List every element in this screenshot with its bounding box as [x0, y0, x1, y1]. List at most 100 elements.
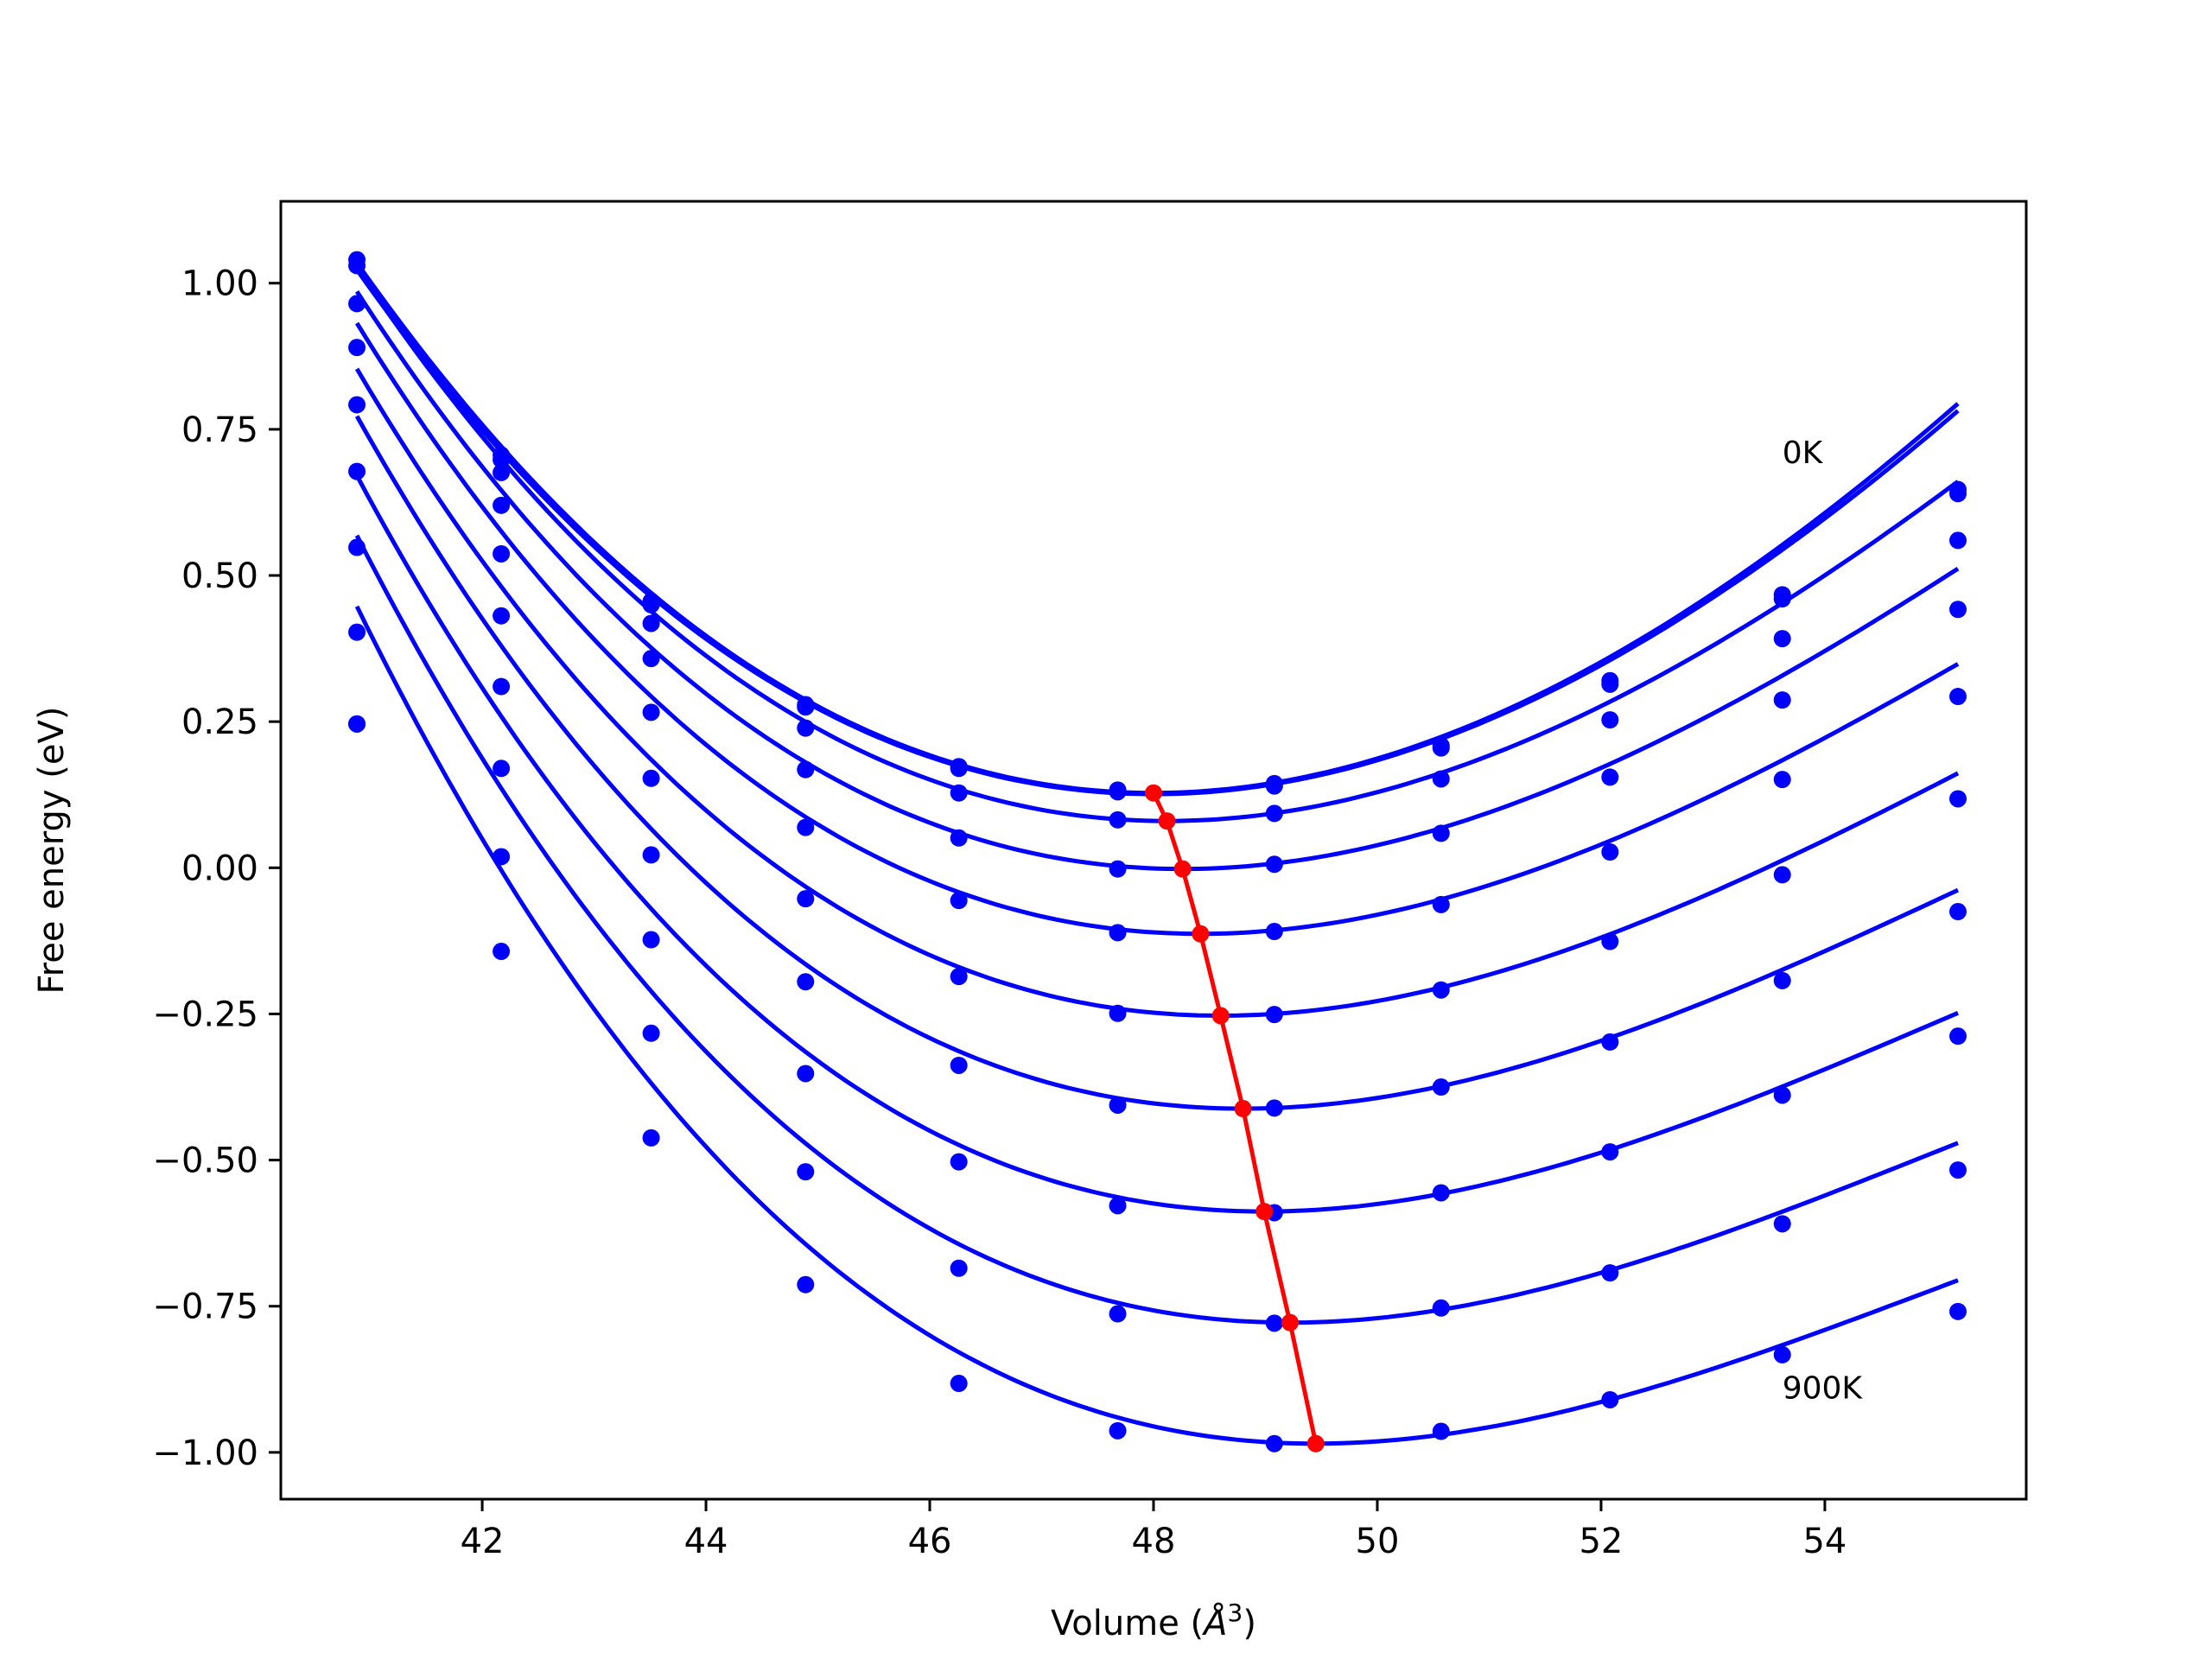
data-point	[797, 890, 815, 908]
fit-curves	[354, 261, 1960, 1446]
data-point	[1432, 1184, 1450, 1202]
data-point	[1432, 1422, 1450, 1440]
minimum-point	[1211, 1007, 1230, 1025]
data-point	[1949, 903, 1967, 921]
data-point	[950, 829, 968, 847]
data-points	[348, 251, 1967, 1452]
data-point	[1601, 1143, 1619, 1161]
equilibrium-volume-line	[1151, 791, 1319, 1445]
data-point	[797, 719, 815, 737]
data-point	[950, 760, 968, 778]
minimum-point	[1306, 1434, 1325, 1452]
x-tick-label: 42	[461, 1522, 505, 1561]
data-point	[1432, 739, 1450, 757]
x-tick-label: 52	[1579, 1522, 1623, 1561]
data-point	[1773, 630, 1791, 648]
data-point	[1949, 531, 1967, 550]
data-point	[797, 1065, 815, 1083]
data-point	[1265, 1314, 1283, 1332]
data-point	[1773, 971, 1791, 989]
data-point	[348, 538, 366, 556]
data-point	[348, 623, 366, 641]
x-tick-label: 50	[1356, 1522, 1400, 1561]
data-point	[1601, 768, 1619, 786]
data-point	[1949, 1027, 1967, 1046]
data-point	[1601, 675, 1619, 693]
y-axis-ticks: 1.00 0.75 0.50 0.25 0.00 −0.25 −0.50 −0.75 −1.00	[152, 264, 281, 1473]
data-point	[797, 698, 815, 716]
y-axis-label: Free energy (eV)	[32, 707, 72, 995]
data-point	[348, 462, 366, 480]
data-point	[1773, 1086, 1791, 1104]
data-point	[1109, 1096, 1127, 1114]
data-point	[348, 339, 366, 357]
data-point	[642, 769, 660, 787]
data-point	[1265, 855, 1283, 874]
data-point	[1601, 843, 1619, 861]
data-point	[1949, 601, 1967, 619]
data-point	[1109, 1421, 1127, 1440]
data-point	[1601, 932, 1619, 950]
y-tick-label: −0.75	[152, 1287, 258, 1327]
data-point	[1109, 860, 1127, 878]
annotations: 0K 900K	[1783, 435, 1864, 1407]
data-point	[642, 1128, 660, 1147]
minimum-point	[1255, 1203, 1274, 1221]
data-point	[1432, 981, 1450, 999]
data-point	[950, 784, 968, 802]
fit-curve-500K	[354, 367, 1960, 1019]
data-point	[1109, 924, 1127, 942]
x-tick-label: 46	[908, 1522, 952, 1561]
minimum-point	[1158, 812, 1176, 830]
data-point	[1265, 1006, 1283, 1024]
data-point	[1265, 923, 1283, 941]
data-point	[1432, 824, 1450, 842]
data-point	[1773, 1345, 1791, 1363]
x-tick-label: 48	[1132, 1522, 1176, 1561]
data-point	[642, 595, 660, 613]
data-point	[1773, 866, 1791, 884]
data-point	[493, 496, 511, 514]
data-point	[950, 892, 968, 910]
data-point	[797, 818, 815, 836]
y-tick-label: 1.00	[181, 264, 258, 304]
temperature-annotation: 0K	[1783, 435, 1824, 471]
y-tick-label: −0.50	[152, 1141, 258, 1181]
data-point	[1432, 895, 1450, 913]
data-point	[493, 848, 511, 866]
data-point	[493, 677, 511, 696]
data-point	[1949, 485, 1967, 503]
data-point	[493, 607, 511, 625]
data-point	[642, 650, 660, 668]
fit-curve-800K	[354, 534, 1959, 1325]
data-point	[642, 703, 660, 721]
data-point	[1265, 1434, 1283, 1452]
data-point	[1432, 770, 1450, 788]
data-point	[1773, 1215, 1791, 1233]
data-point	[1432, 1078, 1450, 1096]
x-tick-label: 44	[684, 1522, 728, 1561]
data-point	[1601, 711, 1619, 729]
y-tick-label: 0.50	[181, 556, 258, 596]
minimum-point	[1173, 860, 1192, 878]
data-point	[797, 1163, 815, 1181]
data-point	[1601, 1390, 1619, 1408]
data-point	[642, 846, 660, 864]
data-point	[1773, 771, 1791, 789]
data-point	[1265, 777, 1283, 795]
equilibrium-line	[1145, 784, 1325, 1452]
data-point	[1601, 1264, 1619, 1282]
data-point	[348, 257, 366, 275]
minimum-point	[1145, 784, 1162, 802]
y-tick-label: −1.00	[152, 1433, 258, 1473]
fit-curve-200K	[355, 266, 1960, 823]
data-point	[642, 1024, 660, 1042]
y-tick-label: −0.25	[152, 995, 258, 1034]
data-point	[1109, 783, 1127, 801]
y-tick-label: 0.75	[181, 410, 258, 450]
data-point	[950, 968, 968, 986]
data-point	[493, 463, 511, 481]
fit-curve-400K	[354, 321, 1960, 937]
data-point	[642, 931, 660, 949]
